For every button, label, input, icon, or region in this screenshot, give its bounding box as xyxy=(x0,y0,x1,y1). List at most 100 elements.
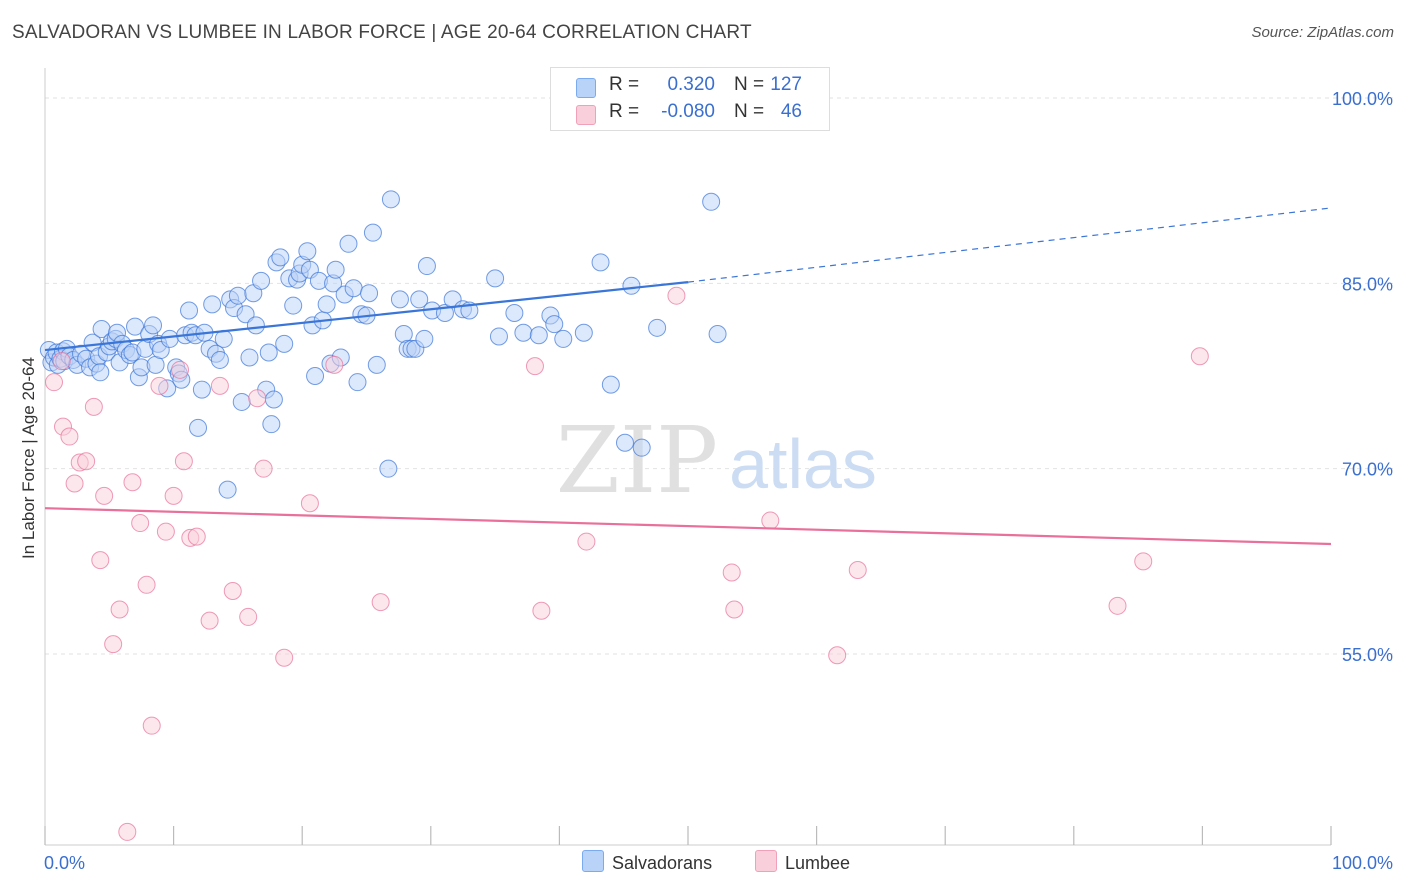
data-point xyxy=(339,234,358,253)
data-point xyxy=(131,514,150,533)
data-point xyxy=(142,716,161,735)
data-point xyxy=(246,316,265,335)
data-point xyxy=(232,392,251,411)
data-point xyxy=(317,295,336,314)
tick-labels: 55.0% 70.0% 85.0% 100.0% 0.0% 100.0% xyxy=(44,89,1393,873)
data-point xyxy=(300,494,319,513)
data-point xyxy=(601,375,620,394)
data-point xyxy=(118,822,137,841)
data-point xyxy=(363,223,382,242)
data-point xyxy=(240,348,259,367)
watermark-zip: ZIP xyxy=(556,407,718,514)
salvadorans-swatch xyxy=(582,850,604,872)
legend-label: Lumbee xyxy=(785,853,851,873)
data-point xyxy=(632,438,651,457)
data-point xyxy=(379,459,398,478)
data-point xyxy=(187,527,206,546)
data-point xyxy=(667,286,686,305)
source-label: Source: ZipAtlas.com xyxy=(1251,24,1394,41)
data-point xyxy=(84,397,103,416)
r-label: R = xyxy=(609,74,640,95)
data-point xyxy=(554,329,573,348)
n-value: 46 xyxy=(780,101,802,122)
data-point xyxy=(577,532,596,551)
data-point xyxy=(123,473,142,492)
trend-lines xyxy=(44,207,1332,546)
data-point xyxy=(532,601,551,620)
data-point xyxy=(156,522,175,541)
data-point xyxy=(200,611,219,630)
salvadorans-swatch xyxy=(576,78,596,98)
salvadorans-trend-extension xyxy=(687,207,1332,283)
r-value: -0.080 xyxy=(661,101,715,122)
data-point xyxy=(1190,347,1209,366)
data-point xyxy=(180,301,199,320)
data-point xyxy=(348,373,367,392)
data-point xyxy=(725,600,744,619)
data-point xyxy=(239,607,258,626)
data-point xyxy=(110,600,129,619)
data-point xyxy=(371,593,390,612)
data-point xyxy=(545,315,564,334)
data-point xyxy=(722,563,741,582)
data-point xyxy=(417,257,436,276)
data-point xyxy=(529,326,548,345)
data-point xyxy=(223,581,242,600)
data-point xyxy=(394,324,413,343)
watermark-atlas: atlas xyxy=(729,425,877,503)
data-point xyxy=(210,376,229,395)
data-point xyxy=(828,646,847,665)
data-point xyxy=(164,486,183,505)
data-point xyxy=(275,648,294,667)
data-point xyxy=(91,551,110,570)
n-value: 127 xyxy=(770,74,802,95)
data-point xyxy=(367,355,386,374)
salvadorans-trend-line xyxy=(44,281,689,352)
data-point xyxy=(189,418,208,437)
stats-box: R = 0.320 N = 127 R = -0.080 N = 46 xyxy=(550,67,830,131)
data-point xyxy=(228,286,247,305)
legend-item-salvadorans[interactable]: Salvadorans xyxy=(582,850,712,874)
data-point xyxy=(298,242,317,261)
x-tick-label: 100.0% xyxy=(1332,853,1393,873)
axes xyxy=(44,68,1332,846)
data-point xyxy=(252,271,271,290)
data-point xyxy=(174,452,193,471)
data-point xyxy=(271,248,290,267)
data-point xyxy=(410,290,429,309)
data-point xyxy=(104,635,123,654)
data-point xyxy=(248,389,267,408)
r-label: R = xyxy=(609,101,640,122)
n-label: N = xyxy=(734,101,765,122)
data-point xyxy=(390,290,409,309)
data-point xyxy=(65,474,84,493)
gridlines xyxy=(45,97,1394,655)
data-point xyxy=(171,360,190,379)
chart-title: SALVADORAN VS LUMBEE IN LABOR FORCE | AG… xyxy=(12,22,752,43)
data-point xyxy=(210,350,229,369)
data-point xyxy=(325,355,344,374)
data-point xyxy=(137,575,156,594)
x-tick-label: 0.0% xyxy=(44,853,85,873)
data-point xyxy=(344,279,363,298)
data-point xyxy=(381,190,400,209)
watermark: ZIP atlas xyxy=(556,407,877,514)
y-tick-label: 70.0% xyxy=(1342,460,1393,480)
data-point xyxy=(591,253,610,272)
data-point xyxy=(203,295,222,314)
data-point xyxy=(52,352,71,371)
data-point xyxy=(489,327,508,346)
data-point xyxy=(761,511,780,530)
data-point xyxy=(1134,552,1153,571)
data-point xyxy=(95,486,114,505)
y-tick-label: 55.0% xyxy=(1342,645,1393,665)
lumbee-swatch xyxy=(576,105,596,125)
data-point xyxy=(505,303,524,322)
data-point xyxy=(262,415,281,434)
stats-row-salvadorans: R = 0.320 N = 127 xyxy=(551,74,829,100)
r-value: 0.320 xyxy=(667,74,715,95)
legend-item-lumbee[interactable]: Lumbee xyxy=(755,850,850,874)
data-point xyxy=(160,329,179,348)
data-point xyxy=(275,334,294,353)
